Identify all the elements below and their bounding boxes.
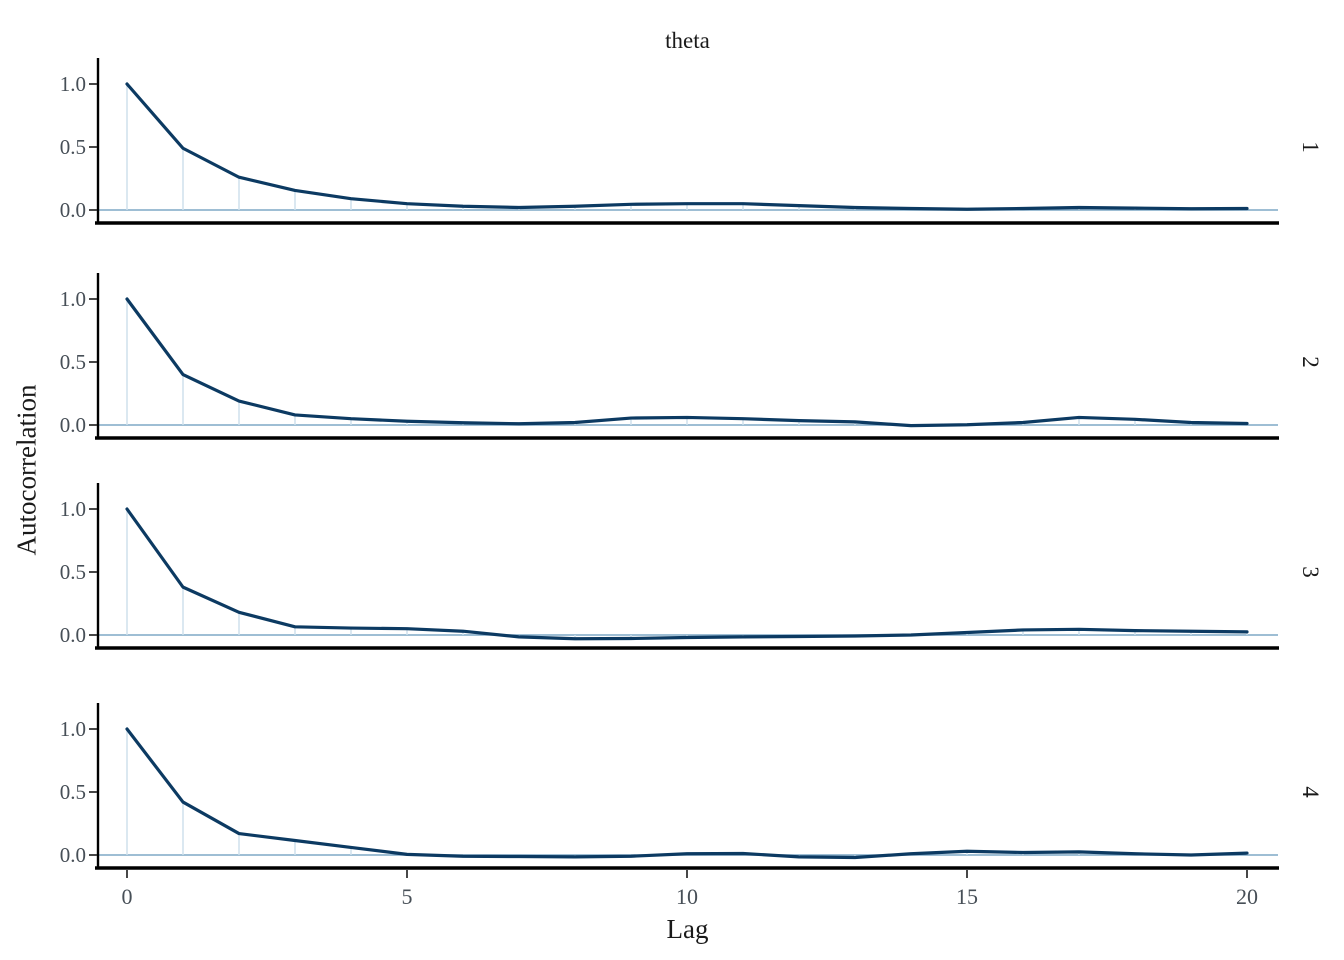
y-tick-label: 1.0 [60, 287, 86, 311]
y-tick-label: 1.0 [60, 717, 86, 741]
y-axis-label: Autocorrelation [11, 384, 42, 556]
plot-title: theta [665, 28, 710, 53]
y-tick-label: 0.0 [60, 843, 86, 867]
x-tick-label: 0 [122, 884, 133, 909]
facet-label-3: 3 [1298, 566, 1323, 578]
y-tick-label: 0.5 [60, 780, 86, 804]
acf-line-chain-2 [125, 297, 1249, 428]
facet-label-1: 1 [1298, 141, 1323, 153]
x-tick-label: 15 [956, 884, 978, 909]
y-tick-label: 0.0 [60, 413, 86, 437]
acf-line-chain-3 [125, 507, 1249, 641]
x-tick-label: 10 [676, 884, 698, 909]
y-tick-label: 1.0 [60, 72, 86, 96]
x-axis-label: Lag [666, 914, 709, 944]
y-tick-label: 0.5 [60, 350, 86, 374]
x-tick-label: 20 [1236, 884, 1258, 909]
acf-line-chain-1 [125, 82, 1249, 211]
facet-label-2: 2 [1298, 356, 1323, 368]
y-tick-label: 1.0 [60, 497, 86, 521]
y-tick-label: 0.0 [60, 623, 86, 647]
y-tick-label: 0.5 [60, 135, 86, 159]
facet-label-4: 4 [1298, 786, 1323, 798]
x-tick-label: 5 [402, 884, 413, 909]
acf-line-chain-4 [125, 727, 1249, 860]
y-tick-label: 0.0 [60, 198, 86, 222]
y-tick-label: 0.5 [60, 560, 86, 584]
